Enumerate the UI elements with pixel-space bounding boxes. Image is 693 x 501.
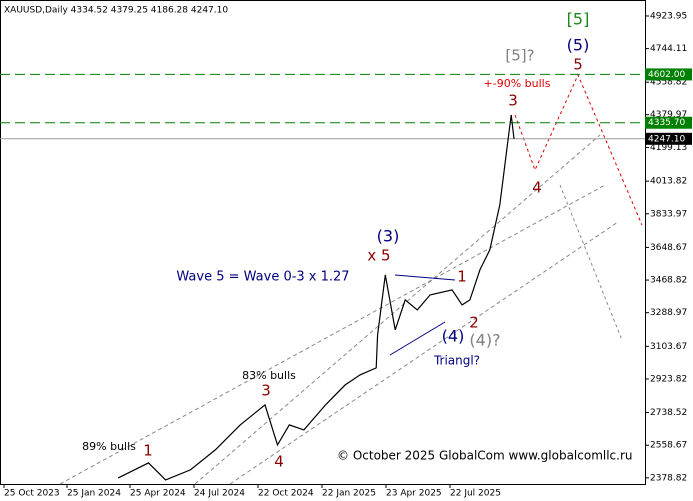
- x-tick-label: 25 Jan 2024: [67, 489, 121, 499]
- y-tick-label: 3103.67: [650, 342, 687, 352]
- x-tick-label: 22 Jul 2025: [450, 489, 501, 499]
- x-tick-label: 23 Apr 2025: [386, 489, 442, 499]
- y-tick-label: 2378.82: [650, 473, 687, 483]
- y-tick-label: 4199.13: [650, 143, 687, 153]
- annotation: x 5: [367, 247, 390, 265]
- y-tick-label: 3648.67: [650, 243, 687, 253]
- y-tick-label: 4379.97: [650, 110, 687, 120]
- y-tick-label: 2923.82: [650, 374, 687, 384]
- annotation: (4): [442, 327, 465, 346]
- annotation: 1: [143, 442, 153, 460]
- y-tick-label: 4013.82: [650, 177, 687, 187]
- current-price-box: [645, 132, 692, 145]
- y-tick-label: 3468.82: [650, 276, 687, 286]
- x-tick-label: 25 Oct 2023: [4, 489, 60, 499]
- watermark: © October 2025 GlobalCom www.globalcomll…: [337, 449, 633, 463]
- x-tick-label: 25 Apr 2024: [130, 489, 186, 499]
- annotation: 1: [457, 268, 467, 286]
- y-tick-label: 4923.95: [650, 11, 687, 21]
- annotation: (3): [377, 227, 400, 246]
- y-tick-label: 2738.52: [650, 408, 687, 418]
- annotation: Wave 5 = Wave 0-3 x 1.27: [176, 270, 349, 285]
- chart-title: XAUUSD,Daily 4334.52 4379.25 4186.28 424…: [4, 6, 228, 16]
- channel-line: [229, 221, 619, 485]
- annotation: 89% bulls: [82, 440, 136, 453]
- annotation: [5]: [567, 10, 590, 29]
- level-label: 4602.00: [648, 70, 685, 80]
- y-tick-label: 2558.67: [650, 441, 687, 451]
- x-tick-label: 22 Oct 2024: [258, 489, 314, 499]
- plot-frame: [0, 0, 646, 485]
- annotation: (5): [567, 36, 590, 55]
- annotation: +-90% bulls: [484, 77, 551, 90]
- projection-line: [559, 184, 623, 341]
- annotation: [5]?: [505, 47, 534, 65]
- annotation: Triangl?: [433, 354, 480, 368]
- annotation: 4: [274, 453, 284, 471]
- y-tick-label: 4744.11: [650, 44, 687, 54]
- x-tick-label: 22 Jan 2025: [322, 489, 376, 499]
- x-tick-label: 24 Jul 2024: [194, 489, 245, 499]
- annotation: 3: [261, 382, 271, 400]
- current-price-label: 4247.10: [648, 134, 685, 144]
- y-tick-label: 4558.82: [650, 78, 687, 88]
- annotation: 2: [469, 314, 479, 332]
- annotation: 4: [532, 179, 542, 197]
- level-label-box: [645, 68, 692, 81]
- annotation: 83% bulls: [242, 369, 296, 382]
- level-label-box: [645, 116, 692, 129]
- level-label: 4335.70: [648, 118, 685, 128]
- y-tick-label: 3288.97: [650, 308, 687, 318]
- annotation: (4)?: [469, 331, 500, 350]
- annotation: 3: [508, 92, 518, 110]
- triangle-line: [389, 321, 446, 356]
- y-tick-label: 3833.97: [650, 209, 687, 219]
- triangle-line: [394, 274, 456, 281]
- channel-line: [194, 134, 601, 485]
- channel-line: [59, 184, 606, 485]
- annotation: 5: [573, 56, 583, 74]
- price-line: [117, 114, 515, 481]
